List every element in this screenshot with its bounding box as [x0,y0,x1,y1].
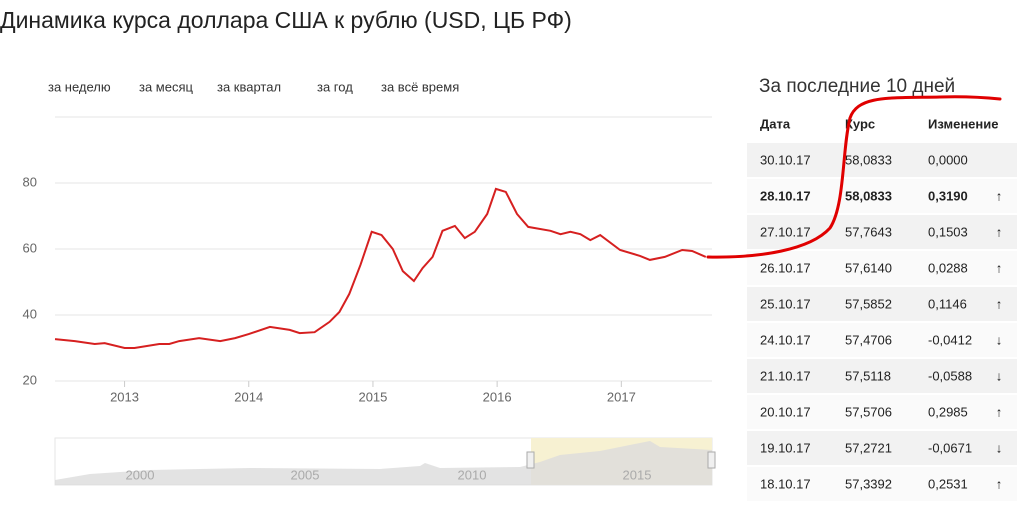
trend-arrow: ↑ [996,476,1003,491]
table-cell: 0,1503 [928,224,968,239]
table-cell: 0,1146 [928,296,967,311]
table-cell: 57,4706 [845,332,892,347]
table-cell: -0,0412 [928,332,972,347]
page-title: Динамика курса доллара США к рублю (USD,… [0,7,572,33]
x-tick-label: 2016 [483,389,512,404]
table-cell: 57,6140 [845,260,892,275]
table-cell: 27.10.17 [760,224,811,239]
table-cell: 57,5852 [845,296,892,311]
table-cell: 25.10.17 [760,296,811,311]
table-cell: 21.10.17 [760,368,811,383]
table-cell: 24.10.17 [760,332,811,347]
table-cell: 30.10.17 [760,152,811,167]
table-cell: 0,0288 [928,260,968,275]
trend-arrow: ↑ [996,260,1003,275]
navigator-label: 2005 [291,467,320,482]
table-header: Изменение [928,116,998,131]
table-cell: 58,0833 [845,152,892,167]
trend-arrow: ↑ [996,188,1003,203]
table-cell: 57,5706 [845,404,892,419]
trend-arrow: ↑ [996,404,1003,419]
table-cell: 0,0000 [928,152,968,167]
annotation-stroke [706,95,1002,259]
table-cell: 0,2985 [928,404,968,419]
table-row [747,251,1017,285]
tab[interactable]: за месяц [139,79,194,94]
table-cell: 57,2721 [845,440,892,455]
table-row [747,323,1017,357]
navigator-area [55,441,712,485]
table-cell: 0,3190 [928,188,968,203]
table-row [747,215,1017,249]
table-header: Дата [760,116,791,131]
trend-arrow: ↑ [996,224,1003,239]
table-cell: 19.10.17 [760,440,811,455]
table-cell: 28.10.17 [760,188,811,203]
table-cell: 57,3392 [845,476,892,491]
table-row [747,179,1017,213]
table-title: За последние 10 дней [759,76,955,97]
table-header: Курс [845,116,875,131]
trend-arrow: ↓ [996,440,1003,455]
table-row [747,287,1017,321]
table-row [747,431,1017,465]
navigator-label: 2010 [458,467,487,482]
table-cell: 0,2531 [928,476,968,491]
trend-arrow: ↓ [996,368,1003,383]
table-cell: -0,0588 [928,368,972,383]
x-tick-label: 2014 [234,389,263,404]
table-cell: 57,7643 [845,224,892,239]
table-cell: 26.10.17 [760,260,811,275]
tab[interactable]: за всё время [381,79,459,94]
table-row [747,395,1017,429]
y-tick-label: 80 [23,174,37,189]
navigator-handle[interactable] [526,451,535,469]
x-tick-label: 2013 [110,389,139,404]
table-cell: 20.10.17 [760,404,811,419]
table-row [747,359,1017,393]
tab[interactable]: за неделю [48,79,111,94]
x-tick-label: 2017 [607,389,636,404]
table-cell: 58,0833 [845,188,892,203]
tab[interactable]: за год [317,79,353,94]
trend-arrow: ↑ [996,296,1003,311]
navigator [54,437,716,486]
y-tick-label: 60 [23,240,37,255]
table-cell: -0,0671 [928,440,972,455]
x-tick-label: 2015 [358,389,387,404]
tab[interactable]: за квартал [217,79,281,94]
table-row [747,467,1017,501]
y-tick-label: 20 [23,372,37,387]
navigator-handle[interactable] [707,451,716,469]
y-tick-label: 40 [23,306,37,321]
table-cell: 18.10.17 [760,476,811,491]
trend-arrow: ↓ [996,332,1003,347]
navigator-label: 2000 [126,467,155,482]
line-series [54,187,707,349]
navigator-label: 2015 [623,467,652,482]
table-row [747,143,1017,177]
table-cell: 57,5118 [845,368,891,383]
